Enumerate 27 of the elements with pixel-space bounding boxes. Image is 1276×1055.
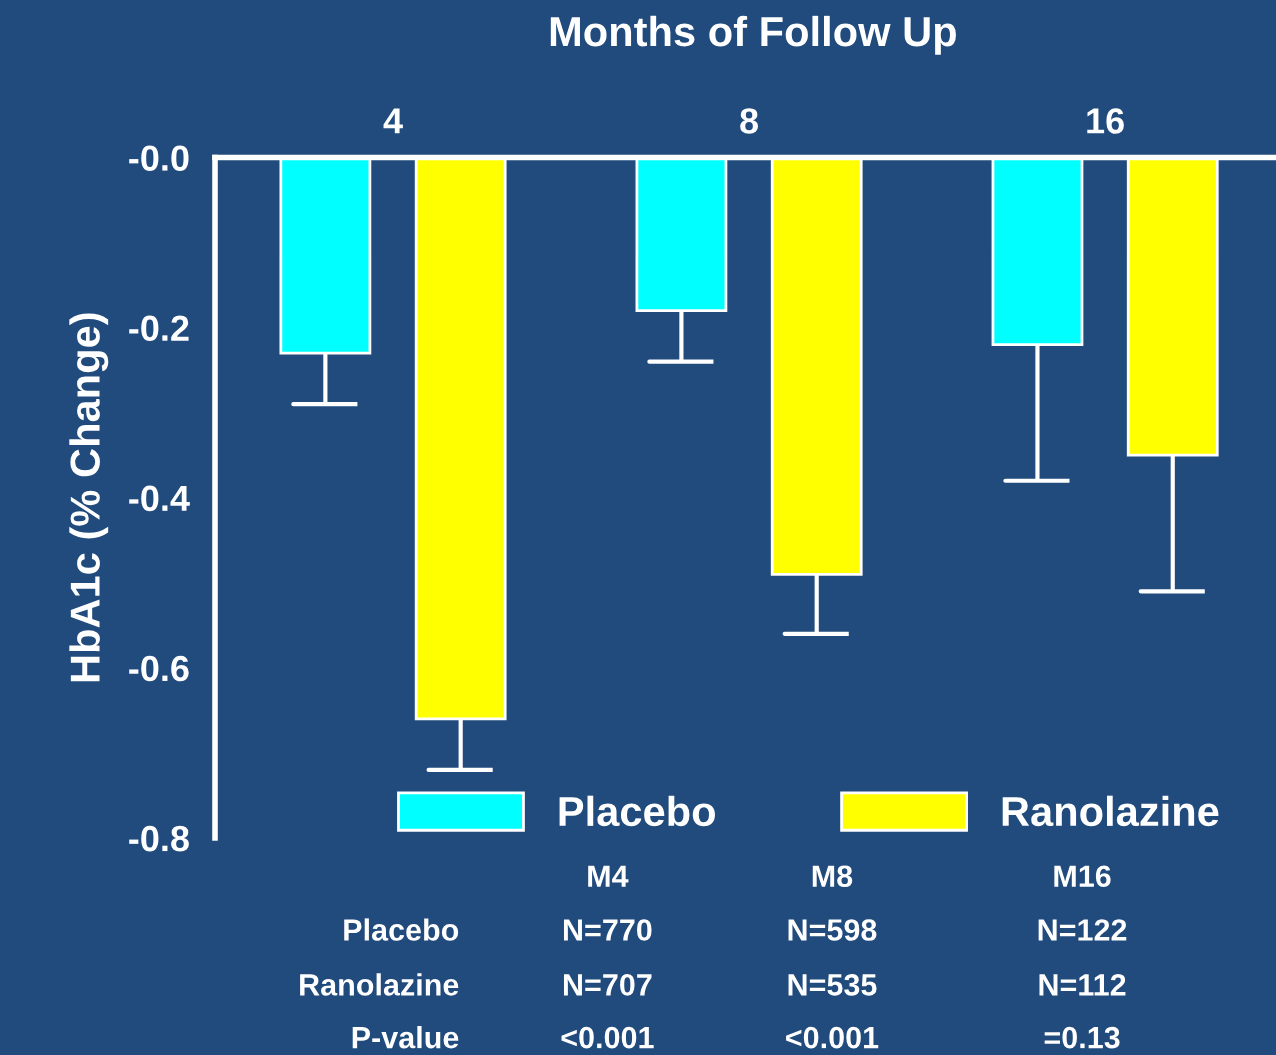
y-tick-label: -0.2 bbox=[129, 315, 189, 342]
y-axis-title: HbA1c (% Change) bbox=[69, 313, 109, 682]
x-tick-label: 4 bbox=[383, 108, 403, 134]
text: M8 bbox=[812, 865, 853, 888]
legend-label: Placebo bbox=[559, 795, 715, 827]
text: N=535 bbox=[788, 974, 877, 996]
text: Placebo bbox=[344, 918, 459, 941]
text: N=122 bbox=[1038, 919, 1127, 941]
text: <0.001 bbox=[561, 1026, 654, 1049]
text: Ranolazine bbox=[300, 973, 459, 996]
x-tick-label: 8 bbox=[740, 108, 758, 134]
y-tick-label: -0.0 bbox=[129, 145, 189, 171]
text: N=770 bbox=[563, 919, 652, 941]
text: P-value bbox=[352, 1025, 459, 1049]
text: M16 bbox=[1054, 865, 1111, 888]
text: M4 bbox=[588, 865, 629, 887]
legend-label: Ranolazine bbox=[1002, 795, 1219, 827]
y-tick-label: -0.4 bbox=[129, 485, 190, 512]
text: N=598 bbox=[788, 919, 877, 941]
text: N=707 bbox=[563, 974, 652, 996]
x-tick-label: 16 bbox=[1087, 108, 1124, 134]
y-tick-label: -0.8 bbox=[129, 825, 189, 852]
text: =0.13 bbox=[1044, 1026, 1120, 1049]
text: <0.001 bbox=[786, 1026, 879, 1049]
y-tick-label: -0.6 bbox=[129, 655, 189, 682]
chart-title: Months of Follow Up bbox=[550, 15, 956, 55]
text: N=112 bbox=[1039, 974, 1126, 996]
